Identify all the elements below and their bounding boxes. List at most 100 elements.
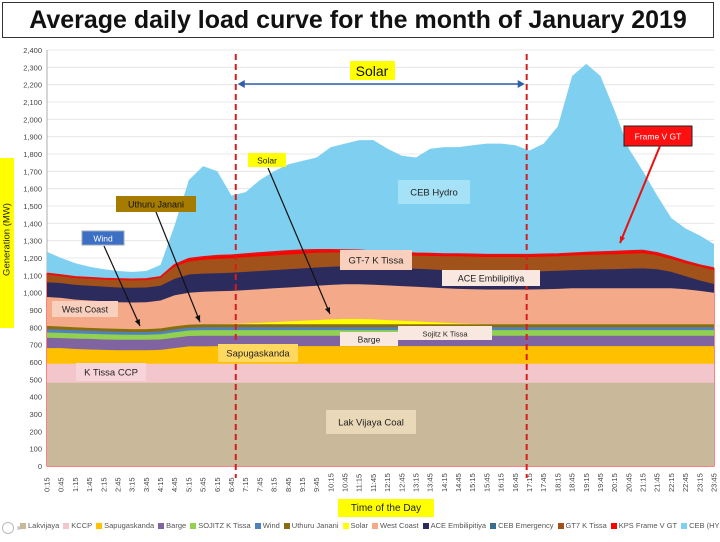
y-tick-label: 100 xyxy=(29,445,42,454)
legend-swatch xyxy=(20,522,26,529)
x-tick-label: 9:45 xyxy=(312,477,321,492)
frame-v-annotation-box xyxy=(623,125,693,147)
x-tick-label: 23:45 xyxy=(710,473,719,492)
x-tick-label: 10:45 xyxy=(341,473,350,492)
legend-label: Solar xyxy=(350,521,369,530)
x-tick-label: 12:45 xyxy=(397,473,406,492)
y-tick-label: 300 xyxy=(29,410,42,419)
x-tick-label: 6:15 xyxy=(213,477,222,492)
x-tick-label: 14:45 xyxy=(454,473,463,492)
sojitz-annotation-label: Sojitz K Tissa xyxy=(422,330,468,339)
legend-swatch xyxy=(254,522,261,529)
y-tick-label: 1,500 xyxy=(23,202,42,211)
legend: Lakvijaya KCCP Sapugaskanda Barge SOJITZ K T… xyxy=(20,521,720,530)
x-axis-label: Time of the Day xyxy=(338,499,434,517)
y-tick-label: 2,100 xyxy=(23,98,42,107)
x-tick-label: 13:15 xyxy=(411,473,420,492)
frame-v-arrow-head xyxy=(619,236,625,243)
legend-label: ACE Embilipitiya xyxy=(430,521,487,530)
y-tick-label: 1,000 xyxy=(23,289,42,298)
barge-annotation-label: Barge xyxy=(358,335,381,345)
y-axis-label-box: Generation (MW) xyxy=(0,158,14,328)
x-tick-label: 5:15 xyxy=(184,477,193,492)
x-tick-label: 3:15 xyxy=(128,477,137,492)
x-tick-label: 21:45 xyxy=(653,473,662,492)
legend-item: GT7 K Tissa xyxy=(557,521,607,530)
legend-item: ACE Embilipitiya xyxy=(422,521,487,530)
x-tick-label: 22:15 xyxy=(667,473,676,492)
legend-label: Sapugaskanda xyxy=(104,521,155,530)
x-tick-label: 2:15 xyxy=(99,477,108,492)
legend-swatch xyxy=(557,522,564,529)
legend-label: Barge xyxy=(166,521,187,530)
ceb-hydro-annotation-box xyxy=(398,180,470,204)
legend-label: Lakvijaya xyxy=(28,521,60,530)
y-tick-label: 1,800 xyxy=(23,150,42,159)
legend-label: CEB Emergency xyxy=(498,521,554,530)
solar-window-label-box xyxy=(350,61,395,80)
area-series xyxy=(46,63,715,467)
gt7-annotation-label: GT-7 K Tissa xyxy=(349,256,405,267)
y-tick-label: 2,400 xyxy=(23,46,42,55)
y-tick-label: 1,300 xyxy=(23,237,42,246)
ace-annotation-label: ACE Embilipitiya xyxy=(458,274,525,284)
solar-arrow xyxy=(267,167,331,315)
x-tick-label: 4:15 xyxy=(156,477,165,492)
west-coast-annotation-box xyxy=(52,301,118,317)
wind-annotation-label: Wind xyxy=(93,234,113,244)
legend-swatch xyxy=(681,522,688,529)
y-tick-label: 400 xyxy=(29,393,42,402)
y-tick-label: 1,900 xyxy=(23,133,42,142)
legend-swatch xyxy=(422,522,429,529)
x-tick-labels: 0:15 0:45 1:15 1:45 2:15 2:45 3:15 3:45 4:15 4:45… xyxy=(43,473,719,492)
x-tick-label: 20:15 xyxy=(610,473,619,492)
solar-annotation-box xyxy=(248,153,286,167)
legend-item: KPS Frame V GT xyxy=(610,521,678,530)
y-tick-label: 800 xyxy=(29,323,42,332)
x-tick-label: 11:15 xyxy=(355,474,364,492)
solar-arrow-head xyxy=(324,307,330,314)
legend-swatch xyxy=(372,522,379,529)
legend-item: KCCP xyxy=(63,521,92,530)
frame-v-arrow xyxy=(619,145,661,244)
legend-swatch xyxy=(63,522,70,529)
sojitz-annotation-box xyxy=(398,326,492,340)
legend-item: Wind xyxy=(254,521,280,530)
ceb-hydro-annotation-label: CEB Hydro xyxy=(410,188,458,199)
x-tick-label: 0:15 xyxy=(43,477,52,492)
x-tick-label: 18:45 xyxy=(568,473,577,492)
x-tick-label: 23:15 xyxy=(695,473,704,492)
x-tick-label: 7:15 xyxy=(241,477,250,492)
x-tick-label: 15:15 xyxy=(468,473,477,492)
x-tick-label: 5:45 xyxy=(199,477,208,492)
k-tissa-ccp-annotation-label: K Tissa CCP xyxy=(84,368,138,379)
legend-item: Solar xyxy=(342,521,369,530)
x-tick-label: 8:45 xyxy=(284,477,293,492)
wind-arrow-head xyxy=(134,319,140,326)
y-axis-label: Generation (MW) xyxy=(1,203,13,276)
ace-annotation-box xyxy=(442,270,540,286)
legend-item: Barge xyxy=(158,521,186,530)
legend-label: GT7 K Tissa xyxy=(565,521,607,530)
legend-item: Sapugaskanda xyxy=(96,521,154,530)
x-tick-label: 7:45 xyxy=(255,477,264,492)
x-tick-label: 19:15 xyxy=(582,473,591,492)
chart-title: Average daily load curve for the month o… xyxy=(2,2,714,38)
x-tick-label: 15:45 xyxy=(482,473,491,492)
x-tick-label: 17:45 xyxy=(539,473,548,492)
x-tick-label: 19:45 xyxy=(596,473,605,492)
x-tick-label: 2:45 xyxy=(113,477,122,492)
legend-swatch xyxy=(342,522,349,529)
legend-swatch xyxy=(158,522,165,529)
x-tick-label: 1:45 xyxy=(85,477,94,492)
x-tick-label: 6:45 xyxy=(227,477,236,492)
legend-label: Uthuru Janani xyxy=(291,521,339,530)
y-tick-label: 1,400 xyxy=(23,219,42,228)
navigation-circle-icon[interactable] xyxy=(2,522,14,534)
legend-label: KPS Frame V GT xyxy=(618,521,678,530)
barge-annotation-box xyxy=(340,332,398,346)
legend-item: CEB (HYDRO) xyxy=(681,521,720,530)
y-tick-label: 700 xyxy=(29,341,42,350)
x-tick-label: 21:15 xyxy=(639,473,648,492)
y-tick-label: 2,300 xyxy=(23,63,42,72)
